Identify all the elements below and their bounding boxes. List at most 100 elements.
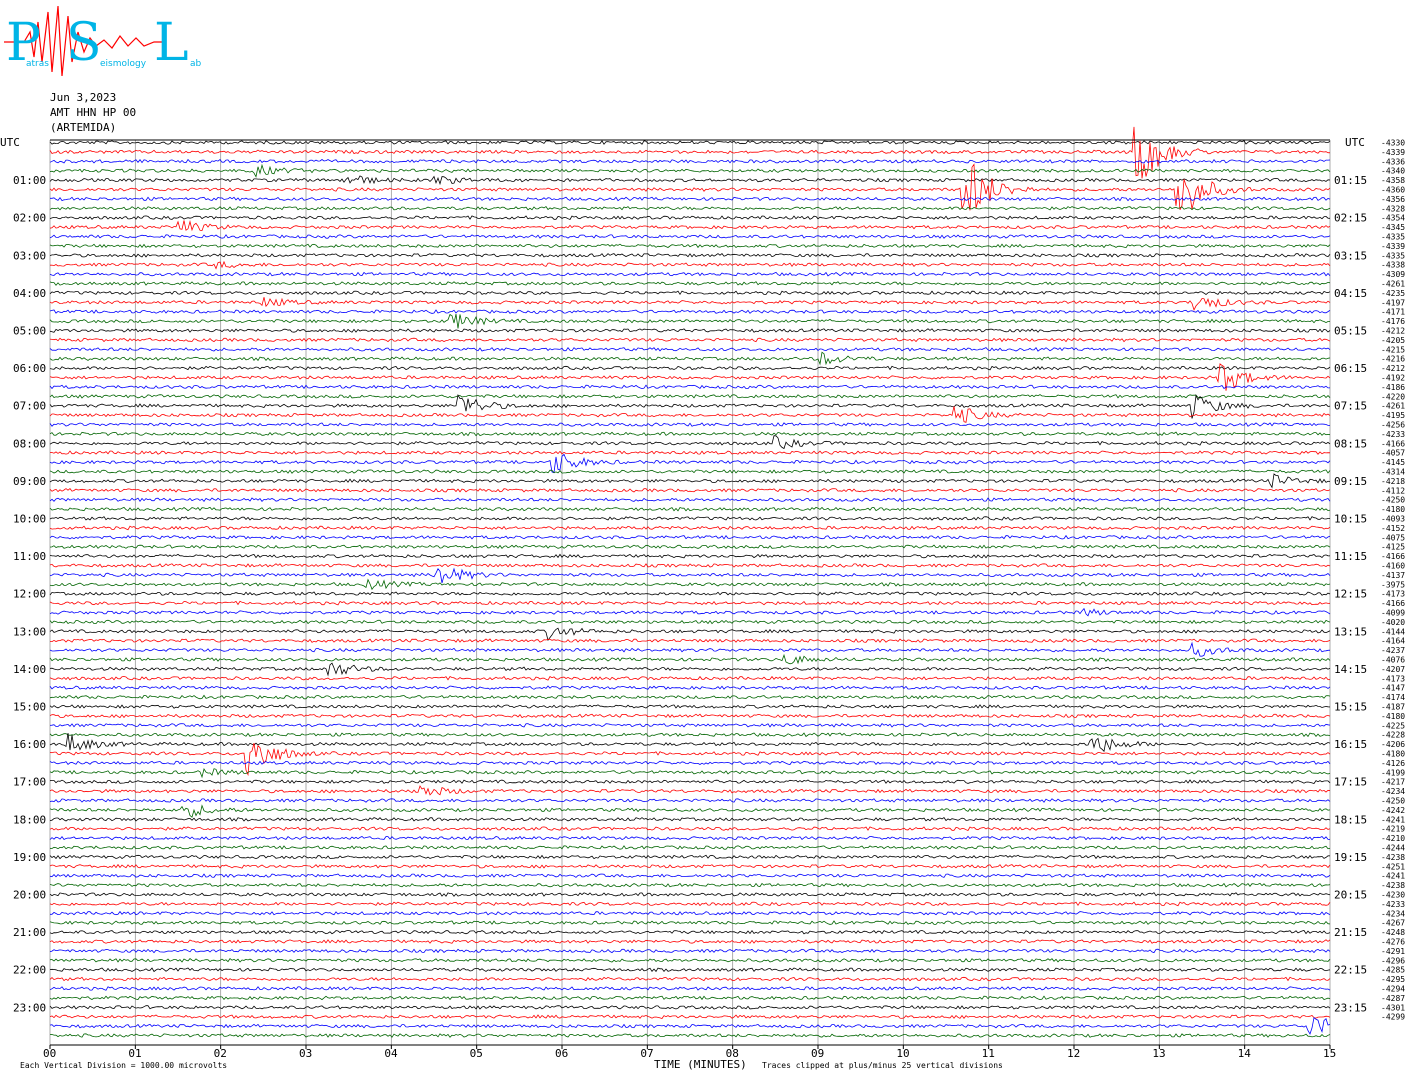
- trace-offset-label: -4328: [1381, 204, 1405, 213]
- x-tick-label: 02: [214, 1047, 227, 1060]
- right-time-label: 08:15: [1334, 437, 1367, 450]
- trace-offset-label: -4261: [1381, 280, 1405, 289]
- trace-line: [49, 435, 1331, 450]
- trace-line: [49, 431, 1331, 437]
- trace-line: [49, 337, 1331, 343]
- right-time-label: 16:15: [1334, 738, 1367, 751]
- trace-line: [49, 976, 1331, 982]
- left-time-label: 09:00: [13, 475, 46, 488]
- trace-offset-label: -4099: [1381, 609, 1405, 618]
- trace-offset-label: -4187: [1381, 703, 1405, 712]
- plot-frame: [50, 139, 1330, 1046]
- trace-line: [49, 641, 1331, 657]
- trace-line: [49, 363, 1331, 391]
- right-time-label: 20:15: [1334, 889, 1367, 902]
- trace-line: [49, 723, 1331, 728]
- trace-offset-label: -4147: [1381, 684, 1405, 693]
- trace-line: [49, 920, 1331, 925]
- trace-line: [49, 685, 1331, 690]
- trace-line: [49, 126, 1331, 179]
- trace-line: [49, 798, 1331, 803]
- trace-offset-label: -4020: [1381, 618, 1405, 627]
- right-time-label: 14:15: [1334, 663, 1367, 676]
- trace-line: [49, 835, 1330, 841]
- left-time-label: 06:00: [13, 362, 46, 375]
- footer-scale-note: Each Vertical Division = 1000.00 microvo…: [20, 1061, 227, 1070]
- trace-offset-label: -4137: [1381, 571, 1405, 580]
- left-time-label: 03:00: [13, 249, 46, 262]
- trace-line: [49, 450, 1331, 455]
- trace-line: [49, 351, 1331, 366]
- left-time-label: 11:00: [13, 550, 46, 563]
- grid-lines: [49, 140, 1331, 1045]
- trace-offset-label: -4075: [1381, 533, 1405, 542]
- x-tick-label: 08: [726, 1047, 739, 1060]
- trace-offset-label: -4125: [1381, 543, 1405, 552]
- trace-offset-label: -4250: [1381, 797, 1405, 806]
- trace-line: [49, 873, 1331, 879]
- trace-line: [49, 627, 1331, 642]
- trace-offset-label: -4296: [1381, 956, 1405, 965]
- right-time-label: 06:15: [1334, 362, 1367, 375]
- right-time-label: 21:15: [1334, 926, 1367, 939]
- right-time-label: 17:15: [1334, 776, 1367, 789]
- left-time-label: 08:00: [13, 437, 46, 450]
- trace-line: [49, 816, 1331, 822]
- trace-offset-label: -4295: [1381, 975, 1405, 984]
- trace-line: [49, 553, 1331, 559]
- trace-line: [49, 384, 1330, 390]
- trace-line: [49, 290, 1331, 296]
- trace-line: [49, 591, 1331, 596]
- trace-line: [49, 1016, 1331, 1035]
- trace-line: [49, 929, 1331, 935]
- trace-line: [49, 694, 1331, 700]
- trace-line: [49, 215, 1331, 221]
- trace-line: [49, 281, 1331, 286]
- left-time-label: 13:00: [13, 625, 46, 638]
- trace-line: [49, 516, 1330, 521]
- trace-line: [49, 563, 1331, 568]
- left-time-label: 21:00: [13, 926, 46, 939]
- trace-offset-label: -4336: [1381, 157, 1405, 166]
- trace-line: [49, 845, 1331, 850]
- x-axis-ticks: 00 01 02 03 04 05 06 07 08 09 10 11 12 13 14 15: [43, 1045, 1336, 1060]
- trace-line: [49, 967, 1331, 973]
- trace-offset-label: -4186: [1381, 383, 1405, 392]
- right-time-label: 01:15: [1334, 174, 1367, 187]
- left-time-label: 23:00: [13, 1001, 46, 1014]
- trace-offset-label: -4215: [1381, 345, 1405, 354]
- left-time-label: 05:00: [13, 325, 46, 338]
- trace-offset-label: -4176: [1381, 317, 1405, 326]
- trace-offset-label: -4235: [1381, 289, 1405, 298]
- trace-line: [49, 619, 1331, 625]
- trace-line: [49, 1014, 1331, 1019]
- trace-line: [49, 487, 1331, 493]
- trace-offset-label: -4233: [1381, 900, 1405, 909]
- x-tick-label: 09: [811, 1047, 824, 1060]
- trace-offset-label: -4291: [1381, 947, 1405, 956]
- trace-line: [49, 406, 1331, 423]
- trace-line: [49, 394, 1331, 399]
- trace-line: [49, 260, 1331, 270]
- left-time-label: 01:00: [13, 174, 46, 187]
- trace-offset-label: -4206: [1381, 740, 1405, 749]
- trace-offset-label: -4244: [1381, 844, 1405, 853]
- x-tick-label: 07: [640, 1047, 653, 1060]
- x-tick-label: 03: [299, 1047, 312, 1060]
- trace-line: [49, 140, 1331, 145]
- trace-line: [49, 158, 1331, 164]
- trace-offset-label: -4330: [1381, 139, 1405, 148]
- right-time-label: 10:15: [1334, 513, 1367, 526]
- trace-line: [49, 675, 1331, 681]
- trace-line: [49, 779, 1331, 784]
- trace-line: [49, 243, 1331, 249]
- x-tick-label: 00: [43, 1047, 56, 1060]
- trace-offset-label: -4166: [1381, 439, 1405, 448]
- right-time-label: 02:15: [1334, 212, 1367, 225]
- left-time-label: 16:00: [13, 738, 46, 751]
- x-tick-label: 04: [384, 1047, 398, 1060]
- x-tick-label: 13: [1152, 1047, 1165, 1060]
- left-time-label: 14:00: [13, 663, 46, 676]
- trace-offset-label: -4250: [1381, 496, 1405, 505]
- right-time-label: 18:15: [1334, 813, 1367, 826]
